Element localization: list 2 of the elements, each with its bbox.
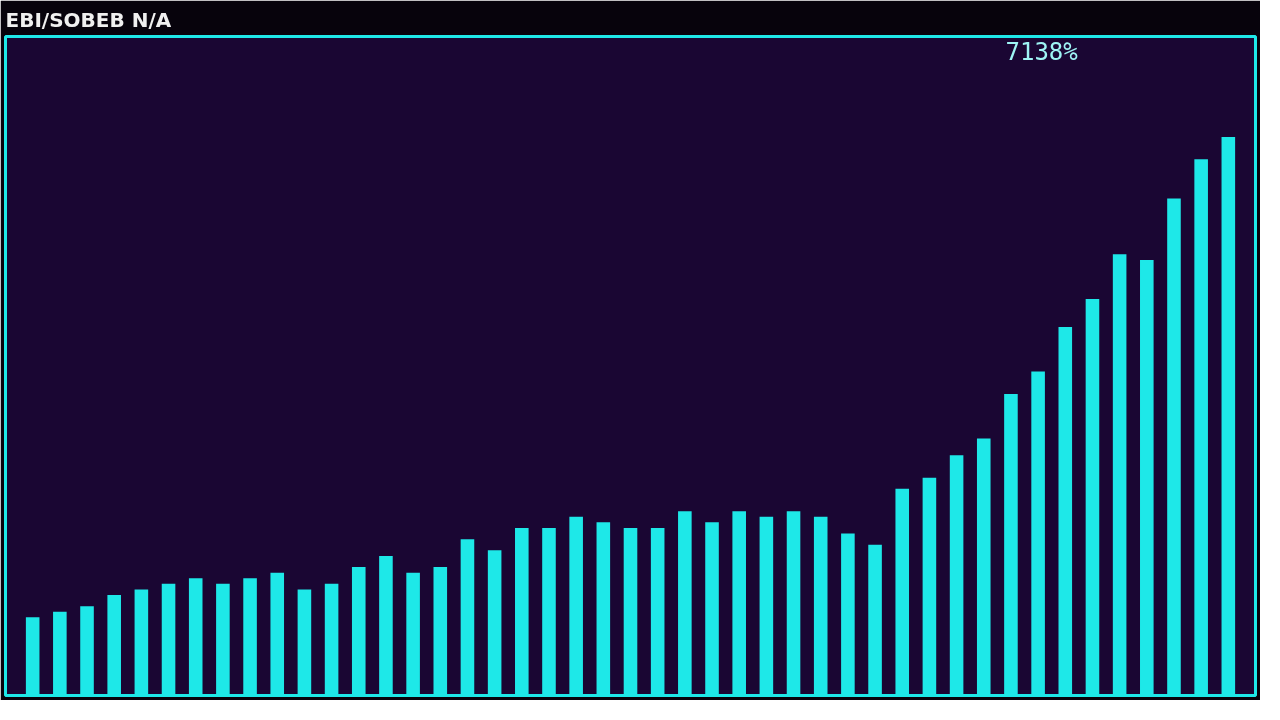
text: 7138% — [1005, 37, 1079, 66]
chart-title: EBI/SOBEB N/A — [5, 7, 172, 32]
